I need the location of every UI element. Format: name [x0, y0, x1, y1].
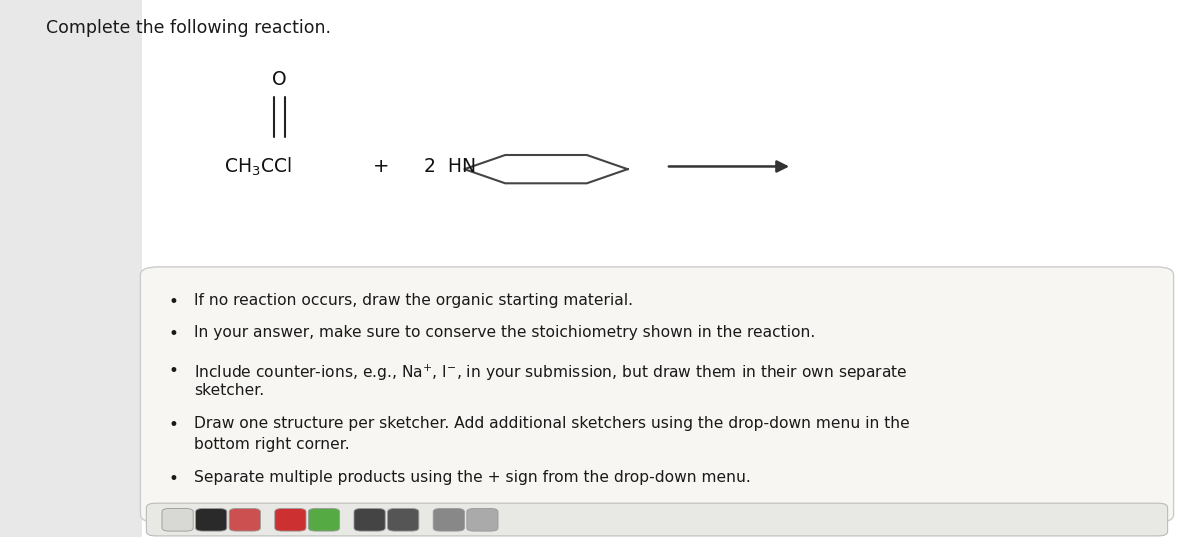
Text: Draw one structure per sketcher. Add additional sketchers using the drop-down me: Draw one structure per sketcher. Add add…	[194, 416, 910, 431]
FancyBboxPatch shape	[196, 509, 227, 531]
Text: +: +	[373, 157, 390, 176]
Text: O: O	[272, 70, 287, 89]
Text: Separate multiple products using the + sign from the drop-down menu.: Separate multiple products using the + s…	[194, 470, 751, 485]
Text: CH$_3$CCl: CH$_3$CCl	[224, 155, 292, 178]
Text: bottom right corner.: bottom right corner.	[194, 437, 350, 452]
Text: Complete the following reaction.: Complete the following reaction.	[46, 19, 331, 37]
Text: •: •	[168, 293, 178, 311]
FancyBboxPatch shape	[388, 509, 419, 531]
Text: •: •	[168, 325, 178, 343]
FancyBboxPatch shape	[162, 509, 193, 531]
Text: •: •	[168, 470, 178, 488]
Text: In your answer, make sure to conserve the stoichiometry shown in the reaction.: In your answer, make sure to conserve th…	[194, 325, 816, 340]
FancyBboxPatch shape	[140, 267, 1174, 523]
Text: •: •	[168, 362, 178, 381]
FancyBboxPatch shape	[308, 509, 340, 531]
FancyBboxPatch shape	[433, 509, 464, 531]
FancyBboxPatch shape	[354, 509, 385, 531]
Text: •: •	[168, 416, 178, 434]
Text: If no reaction occurs, draw the organic starting material.: If no reaction occurs, draw the organic …	[194, 293, 634, 308]
Text: Include counter-ions, e.g., Na$^{+}$, I$^{-}$, in your submission, but draw them: Include counter-ions, e.g., Na$^{+}$, I$…	[194, 362, 908, 383]
Bar	[0, 0, 142, 537]
FancyBboxPatch shape	[467, 509, 498, 531]
FancyBboxPatch shape	[229, 509, 260, 531]
FancyBboxPatch shape	[275, 509, 306, 531]
Text: sketcher.: sketcher.	[194, 383, 264, 398]
FancyBboxPatch shape	[146, 503, 1168, 536]
Text: 2  HN: 2 HN	[424, 157, 475, 176]
